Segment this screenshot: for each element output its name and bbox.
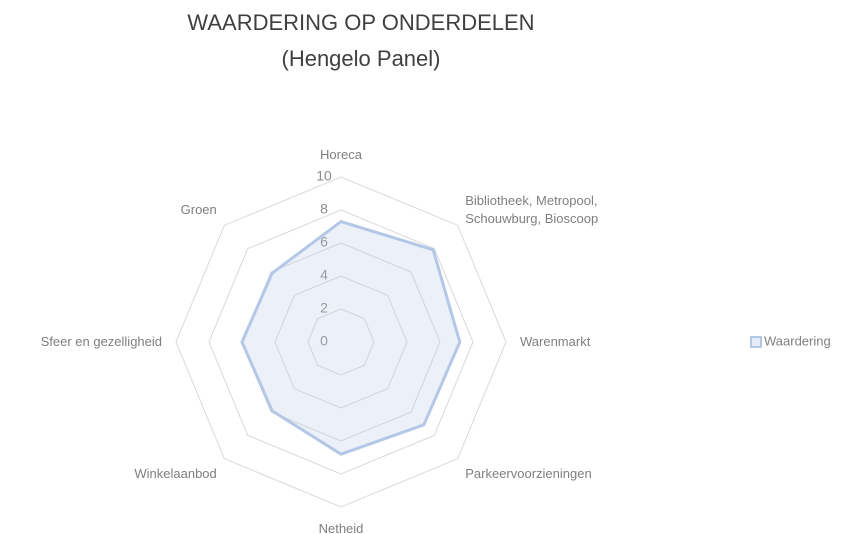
category-label-box: Netheid [318, 521, 364, 534]
category-label: Sfeer en gezelligheid [40, 334, 162, 349]
r-tick-label: 2 [320, 300, 328, 316]
grid-ring [208, 209, 474, 475]
category-label-box: Bibliotheek, Metropool, Schouwburg, Bios… [465, 192, 599, 226]
chart-subtitle: (Hengelo Panel) [282, 46, 441, 71]
category-label: Netheid [318, 521, 364, 534]
legend-swatch [750, 336, 762, 348]
category-label: Groen [180, 201, 217, 217]
r-tick-label: 0 [320, 333, 328, 349]
category-label-box: Winkelaanbod [134, 466, 217, 482]
r-tick-label: 6 [320, 234, 328, 250]
series-area [240, 220, 462, 456]
legend-label: Waardering [764, 333, 831, 348]
category-label-box: Groen [180, 201, 217, 217]
category-label: Horeca [320, 147, 362, 162]
category-label: Winkelaanbod [134, 466, 217, 482]
grid-ring [307, 308, 375, 376]
r-tick-label: 8 [320, 201, 328, 217]
grid-ring [274, 275, 408, 409]
chart-title: WAARDERING OP ONDERDELEN [187, 10, 534, 35]
category-label: Parkeervoorzieningen [465, 466, 592, 482]
grid-ring [175, 176, 507, 508]
category-label-box: Warenmarkt [520, 334, 591, 349]
category-label-box: Parkeervoorzieningen [465, 466, 592, 482]
r-tick-label: 4 [320, 267, 328, 283]
r-tick-label: 10 [316, 168, 332, 184]
category-label-box: Sfeer en gezelligheid [40, 334, 162, 349]
category-label: Warenmarkt [520, 334, 591, 349]
category-label: Bibliotheek, Metropool, Schouwburg, Bios… [465, 192, 599, 226]
category-label-box: Horeca [320, 147, 362, 162]
